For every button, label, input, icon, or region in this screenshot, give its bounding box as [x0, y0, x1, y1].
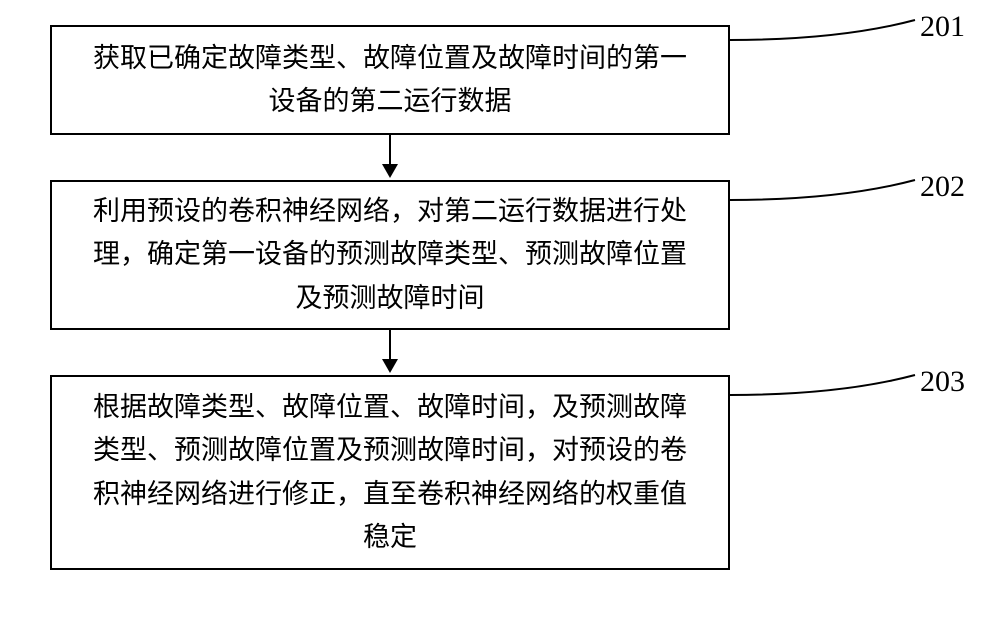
flow-label-201: 201: [920, 10, 965, 44]
flow-label-203: 203: [920, 365, 965, 399]
flow-node-202: 利用预设的卷积神经网络，对第二运行数据进行处 理，确定第一设备的预测故障类型、预…: [50, 180, 730, 330]
flow-node-203: 根据故障类型、故障位置、故障时间，及预测故障 类型、预测故障位置及预测故障时间，…: [50, 375, 730, 570]
flow-label-202: 202: [920, 170, 965, 204]
flow-node-201-text: 获取已确定故障类型、故障位置及故障时间的第一 设备的第二运行数据: [93, 37, 687, 123]
flow-arrow-1: [382, 135, 398, 178]
flow-node-202-text: 利用预设的卷积神经网络，对第二运行数据进行处 理，确定第一设备的预测故障类型、预…: [93, 190, 687, 320]
flow-node-203-text: 根据故障类型、故障位置、故障时间，及预测故障 类型、预测故障位置及预测故障时间，…: [93, 386, 687, 559]
flow-node-201: 获取已确定故障类型、故障位置及故障时间的第一 设备的第二运行数据: [50, 25, 730, 135]
flow-arrow-2: [382, 330, 398, 373]
